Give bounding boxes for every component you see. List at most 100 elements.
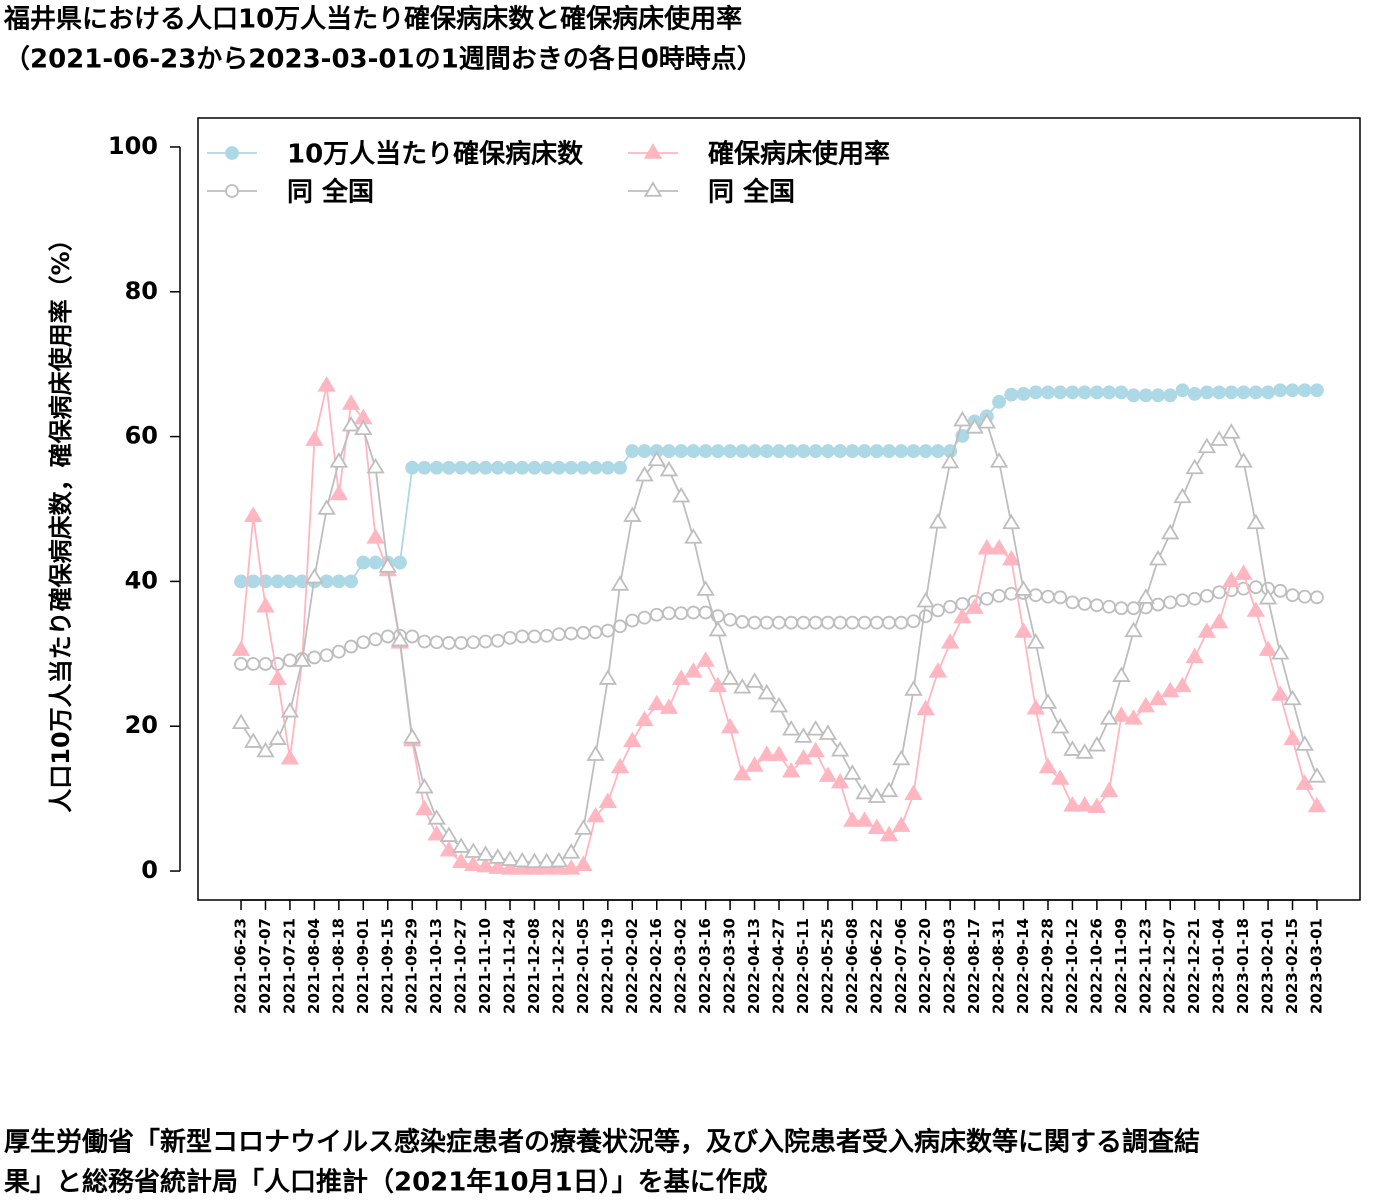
data-point (720, 669, 740, 685)
data-point (329, 452, 349, 468)
data-point (317, 376, 336, 392)
legend-marker (225, 184, 239, 198)
data-point (928, 662, 948, 678)
data-point (1209, 612, 1229, 629)
data-point (417, 460, 432, 475)
x-tick-label: 2022-04-13 (745, 918, 763, 1014)
data-point (305, 568, 324, 584)
data-point (366, 528, 385, 544)
data-point (1151, 388, 1165, 403)
y-tick-label: 100 (108, 132, 158, 160)
data-point (488, 858, 507, 874)
data-point (979, 591, 994, 606)
data-point (476, 856, 495, 873)
data-point (1248, 580, 1263, 595)
data-point (552, 460, 566, 475)
data-point (821, 444, 835, 458)
x-tick-label: 2021-11-10 (476, 918, 494, 1014)
data-point (441, 636, 456, 650)
data-point (977, 539, 997, 555)
data-point (246, 574, 261, 589)
legend-label: 10万人当たり確保病床数 (287, 139, 584, 170)
data-point (1114, 385, 1129, 400)
data-point (698, 444, 713, 458)
data-point (319, 648, 334, 663)
data-point (637, 444, 652, 458)
data-point (390, 631, 410, 647)
data-point (1148, 549, 1168, 566)
data-point (855, 811, 874, 827)
data-point (1185, 647, 1204, 664)
data-point (953, 607, 972, 624)
data-point (539, 460, 554, 475)
data-point (451, 837, 471, 853)
data-point (393, 555, 407, 570)
data-point (821, 615, 835, 630)
data-point (331, 574, 346, 589)
x-tick-label: 2023-03-01 (1307, 918, 1325, 1014)
data-point (268, 729, 287, 745)
data-point (503, 630, 517, 645)
data-point (552, 627, 566, 642)
data-point (965, 598, 984, 614)
x-tick-label: 2022-07-20 (916, 918, 934, 1014)
data-point (733, 764, 752, 781)
data-point (1151, 597, 1165, 612)
data-point (745, 756, 764, 772)
data-point (672, 486, 691, 503)
data-point (1138, 388, 1153, 403)
data-point (869, 444, 884, 458)
data-point (246, 657, 261, 671)
data-point (1038, 757, 1058, 774)
data-point (1099, 709, 1119, 725)
data-point (747, 615, 762, 630)
data-point (904, 784, 923, 800)
data-point (1273, 383, 1288, 398)
data-point (1112, 706, 1131, 722)
data-point (894, 444, 909, 458)
legend-label: 同 全国 (287, 177, 374, 208)
data-point (1014, 580, 1033, 596)
x-tick-label: 2022-04-27 (770, 918, 788, 1014)
data-point (415, 799, 434, 816)
x-tick-label: 2022-08-03 (941, 918, 959, 1014)
data-point (894, 615, 909, 630)
data-point (478, 634, 493, 649)
data-point (818, 766, 838, 782)
data-point (354, 419, 373, 436)
data-point (1099, 781, 1119, 798)
data-point (796, 444, 811, 458)
data-point (904, 680, 923, 696)
data-point (341, 394, 361, 410)
x-tick-label: 2022-05-25 (818, 918, 836, 1014)
data-point (684, 662, 703, 678)
chart-title: 福井県における人口10万人当たり確保病床数と確保病床使用率 (3, 4, 742, 35)
data-point (527, 460, 542, 475)
x-tick-label: 2022-09-28 (1038, 918, 1056, 1014)
data-point (647, 694, 666, 711)
data-point (1310, 590, 1324, 605)
data-point (283, 574, 297, 589)
data-point (341, 415, 361, 432)
data-point (845, 615, 860, 630)
data-point (867, 787, 886, 803)
data-point (625, 444, 640, 458)
data-point (723, 444, 737, 458)
data-point (916, 699, 935, 716)
data-point (549, 851, 569, 868)
data-point (931, 603, 945, 618)
data-point (1077, 596, 1092, 611)
data-point (659, 460, 679, 477)
data-point (1187, 591, 1202, 606)
data-point (610, 757, 630, 774)
data-point (1004, 387, 1019, 402)
data-point (356, 635, 371, 650)
data-point (515, 629, 530, 644)
data-point (1200, 385, 1214, 400)
data-point (916, 591, 935, 608)
data-point (625, 613, 640, 628)
data-point (283, 653, 297, 668)
data-point (234, 657, 248, 671)
data-point (574, 855, 593, 871)
data-point (1136, 588, 1155, 604)
